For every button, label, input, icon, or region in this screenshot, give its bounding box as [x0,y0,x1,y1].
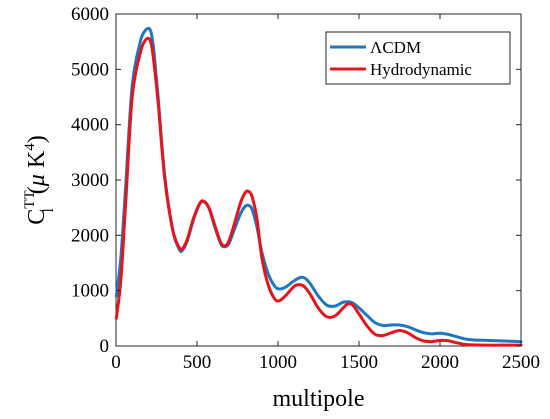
x-tick-label: 0 [111,352,121,373]
legend: ΛCDM Hydrodynamic [325,31,511,85]
ylabel-unit: K [24,150,50,174]
ylabel-sub: l [41,208,57,212]
x-axis-label: multipole [273,386,365,412]
y-axis-label: CTTl (μ K4) [22,135,57,224]
legend-box [325,31,511,85]
y-tick-label: 3000 [71,170,109,191]
ylabel-unit-sup: 4 [22,143,38,151]
x-tick-label: 500 [183,352,212,373]
x-axis-ticks: 0 500 1000 1500 2000 2500 [111,14,540,373]
y-tick-label: 5000 [71,59,109,80]
y-tick-label: 2000 [71,225,109,246]
y-tick-label: 4000 [71,115,109,136]
y-tick-label: 0 [100,336,110,357]
legend-label-0: ΛCDM [370,38,421,57]
svg-text:CTTl(μ K4): CTTl (μ K4) [22,135,57,224]
y-tick-label: 6000 [71,4,109,25]
x-tick-label: 2000 [421,352,459,373]
ylabel-sup: TT [22,190,38,208]
ylabel-mu: μ [24,174,50,187]
y-tick-label: 1000 [71,281,109,302]
x-tick-label: 1500 [340,352,378,373]
y-axis-ticks: 0 1000 2000 3000 4000 5000 6000 [71,4,521,357]
ylabel-base: C [24,209,50,225]
series-layer [114,26,523,347]
ylabel-paren-open: ( [24,186,50,194]
ylabel-paren-close: ) [24,135,50,143]
x-tick-label: 2500 [502,352,540,373]
series-line-1 [114,36,523,347]
legend-label-1: Hydrodynamic [370,60,472,79]
x-tick-label: 1000 [259,352,297,373]
